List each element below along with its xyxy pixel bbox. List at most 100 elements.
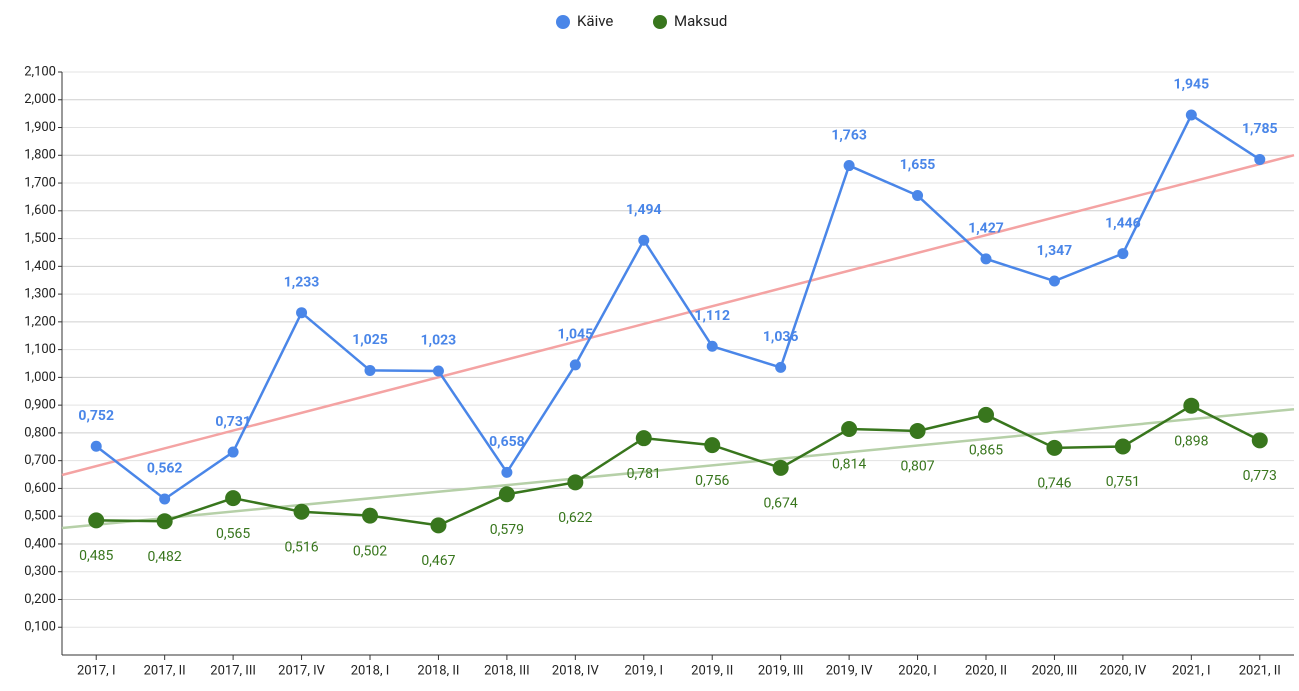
data-point	[912, 190, 924, 202]
data-label: 1,045	[558, 327, 594, 343]
data-point	[1183, 397, 1200, 414]
x-tick-label: 2021, II	[1239, 663, 1281, 678]
data-label: 1,233	[284, 274, 320, 290]
y-tick-label: 2,000	[24, 92, 56, 107]
trend-line	[61, 153, 1295, 477]
data-label: 0,731	[215, 414, 251, 430]
series-line	[95, 113, 1261, 501]
data-point	[362, 507, 378, 524]
data-point	[432, 365, 444, 377]
data-label: 0,752	[78, 408, 114, 424]
data-point	[775, 361, 787, 373]
x-tick-label: 2021, I	[1172, 663, 1211, 678]
data-point	[296, 307, 308, 319]
data-label: 1,347	[1037, 243, 1073, 259]
data-point	[980, 253, 992, 265]
legend-label: Käive	[577, 12, 613, 30]
data-label: 1,427	[968, 221, 1004, 237]
y-tick-label: 0,200	[24, 592, 56, 607]
data-point	[843, 160, 855, 172]
data-point	[227, 446, 239, 458]
y-tick-label: 1,800	[24, 148, 56, 163]
data-label: 1,446	[1105, 215, 1141, 231]
data-label: 0,467	[421, 553, 455, 569]
data-label: 0,807	[900, 459, 934, 475]
data-point	[88, 512, 105, 529]
y-tick-label: 1,300	[24, 287, 56, 302]
data-point	[567, 474, 584, 491]
x-tick-label: 2019, III	[758, 663, 804, 678]
data-label: 1,763	[831, 127, 867, 143]
y-tick-label: 0,600	[24, 481, 56, 496]
data-label: 0,658	[489, 434, 525, 450]
x-tick-label: 2018, III	[484, 663, 530, 678]
data-point	[1185, 109, 1197, 121]
data-label: 0,502	[353, 543, 387, 559]
data-point	[430, 517, 447, 534]
y-tick-label: 2,100	[24, 64, 56, 79]
x-tick-label: 2018, II	[417, 663, 459, 678]
data-label: 0,562	[147, 461, 183, 477]
legend-label: Maksud	[674, 12, 727, 30]
data-label: 0,781	[627, 466, 661, 482]
legend-marker	[556, 15, 570, 29]
data-point	[706, 340, 718, 352]
y-tick-label: 1,600	[24, 203, 56, 218]
data-point	[156, 513, 173, 530]
data-point	[638, 234, 650, 246]
data-point	[1254, 153, 1266, 165]
data-point	[364, 364, 376, 376]
data-point	[704, 437, 721, 454]
y-tick-label: 1,500	[24, 231, 56, 246]
data-point	[772, 459, 789, 476]
x-tick-label: 2017, I	[77, 663, 116, 678]
data-label: 0,751	[1106, 474, 1140, 490]
data-point	[569, 359, 581, 371]
y-tick-label: 1,700	[24, 175, 56, 190]
data-point	[1114, 438, 1131, 455]
y-tick-label: 1,900	[24, 120, 56, 135]
data-point	[293, 503, 310, 520]
y-tick-label: 1,100	[24, 342, 56, 357]
x-tick-label: 2019, IV	[826, 663, 874, 678]
data-point	[1048, 275, 1060, 287]
data-point	[498, 486, 515, 503]
x-tick-label: 2019, I	[625, 663, 664, 678]
trend-line	[61, 407, 1295, 530]
y-tick-label: 1,400	[24, 259, 56, 274]
legend-marker	[653, 15, 667, 29]
y-tick-label: 0,700	[24, 453, 56, 468]
data-point	[1251, 432, 1268, 449]
data-point	[978, 406, 994, 423]
data-label: 0,482	[148, 549, 182, 565]
data-label: 0,516	[284, 539, 318, 555]
data-label: 0,756	[695, 473, 729, 489]
data-point	[1046, 439, 1063, 456]
data-label: 1,112	[694, 308, 730, 324]
x-tick-label: 2020, IV	[1099, 663, 1147, 678]
data-point	[225, 490, 242, 507]
y-tick-label: 0,500	[24, 509, 56, 524]
data-point	[841, 421, 858, 438]
x-tick-label: 2019, II	[691, 663, 733, 678]
data-label: 1,785	[1242, 121, 1278, 137]
x-tick-label: 2017, III	[210, 663, 256, 678]
y-tick-label: 1,000	[24, 370, 56, 385]
data-label: 0,565	[216, 526, 250, 542]
y-tick-label: 0,800	[24, 425, 56, 440]
y-tick-label: 0,100	[24, 620, 56, 635]
y-tick-label: 1,200	[24, 314, 56, 329]
data-point	[501, 466, 513, 478]
data-point	[1117, 248, 1129, 260]
y-tick-label: 0,900	[24, 398, 56, 413]
data-label: 0,865	[969, 443, 1003, 459]
data-label: 0,485	[79, 548, 113, 564]
data-point	[159, 493, 171, 505]
series-line	[96, 404, 1261, 527]
data-label: 0,579	[490, 522, 524, 538]
data-label: 0,773	[1243, 468, 1277, 484]
data-label: 1,025	[352, 332, 388, 348]
data-label: 0,622	[558, 510, 592, 526]
y-tick-label: 0,300	[24, 564, 56, 579]
data-label: 1,494	[626, 202, 662, 218]
